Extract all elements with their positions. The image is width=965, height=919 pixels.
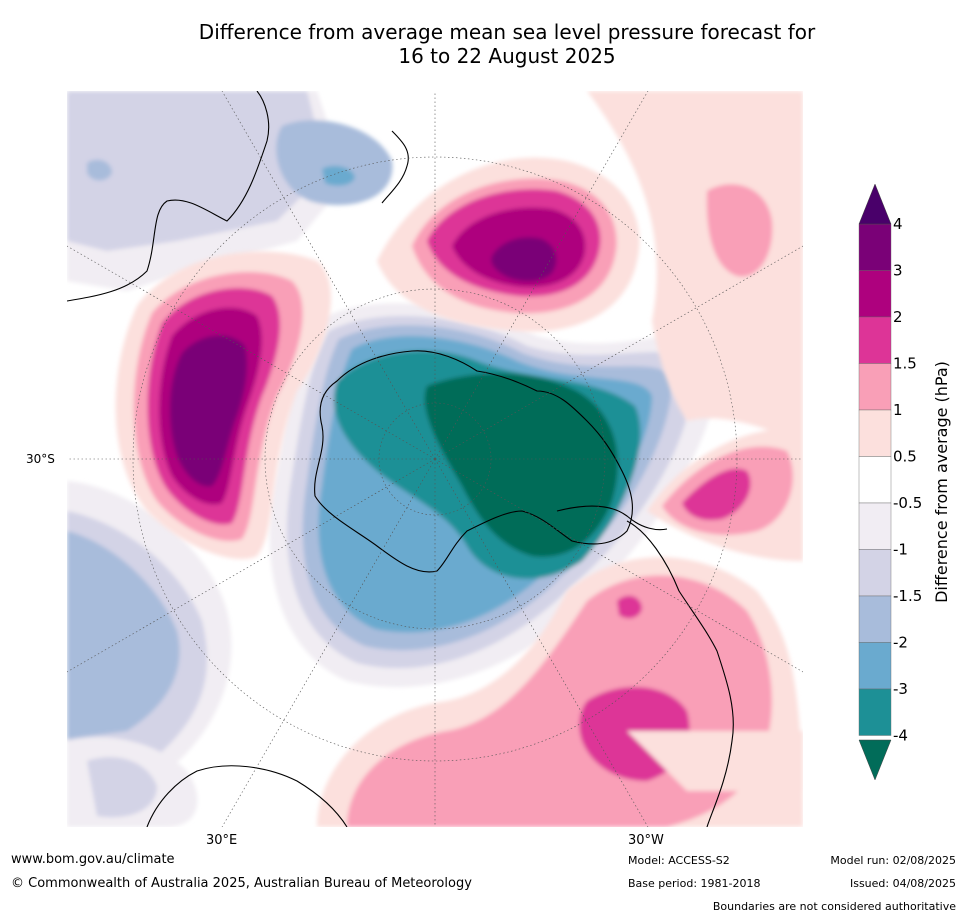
colorbar-bottom-arrow (858, 739, 892, 781)
colorbar-tick-label: -0.5 (893, 494, 922, 512)
colorbar-band (858, 223, 892, 271)
colorbar-band (858, 502, 892, 550)
longitude-label-30w: 30°W (628, 833, 664, 848)
colorbar-band (858, 549, 892, 597)
meridian-line (221, 91, 436, 460)
footer-model: Model: ACCESS-S2 (628, 854, 730, 867)
colorbar-band (858, 316, 892, 364)
antarctica-coastline (314, 350, 633, 573)
latitude-label-30s: 30°S (26, 452, 55, 466)
meridian-line (434, 245, 803, 460)
colorbar-band (858, 456, 892, 504)
meridian-line (67, 245, 436, 460)
colorbar-bands (858, 223, 892, 736)
colorbar-ticks: 4 3 2 1.5 1 0.5 -0.5 -1 -1.5 -2 -3 -4 (893, 215, 922, 745)
colorbar-band (858, 270, 892, 318)
colorbar-label: Difference from average (hPa) (932, 361, 951, 603)
colorbar-tick-label: -4 (893, 727, 908, 745)
colorbar-tick-label: -3 (893, 680, 908, 698)
new-zealand-coastline (381, 130, 409, 204)
longitude-label-30e: 30°E (206, 833, 238, 848)
colorbar-band (858, 595, 892, 643)
colorbar-tick-label: -1 (893, 541, 908, 559)
title-line-1: Difference from average mean sea level p… (198, 20, 816, 44)
meridian-line (434, 458, 649, 827)
title-line-2: 16 to 22 August 2025 (398, 44, 616, 68)
colorbar-tick-label: 2 (893, 308, 903, 326)
positive-anomaly-west (115, 251, 331, 559)
colorbar-band (858, 363, 892, 411)
positive-anomaly-north (377, 157, 640, 332)
colorbar-tick-label: 1.5 (893, 355, 917, 373)
footer-disclaimer: Boundaries are not considered authoritat… (712, 900, 956, 913)
antarctic-peninsula-coastline (556, 505, 668, 531)
meridian-line (434, 458, 803, 673)
footer-issued: Issued: 04/08/2025 (849, 877, 956, 890)
colorbar-tick-label: 1 (893, 401, 903, 419)
africa-coastline (146, 765, 348, 827)
latitude-circle-30s (132, 156, 738, 762)
meridian-line (221, 458, 436, 827)
meridian-line (67, 458, 436, 673)
footer-model-run: Model run: 02/08/2025 (830, 854, 956, 867)
colorbar-tick-label: 0.5 (893, 448, 917, 466)
australia-coastline (67, 91, 270, 302)
negative-anomaly-antarctica (269, 303, 719, 688)
pressure-anomaly-map (67, 91, 803, 827)
colorbar-band (858, 642, 892, 690)
footer-copyright: © Commonwealth of Australia 2025, Austra… (11, 876, 472, 891)
negative-anomaly-left (67, 91, 393, 827)
colorbar-tick-label: 4 (893, 215, 903, 233)
south-america-coastline (626, 520, 734, 827)
graticule (67, 91, 803, 827)
colorbar-tick-label: -2 (893, 634, 908, 652)
colorbar: 4 3 2 1.5 1 0.5 -0.5 -1 -1.5 -2 -3 -4 Difference fr… (858, 183, 951, 781)
meridian-line (434, 91, 649, 460)
coastlines (67, 91, 734, 827)
colorbar-tick-label: 3 (893, 262, 903, 280)
colorbar-band (858, 409, 892, 457)
footer-base-period: Base period: 1981-2018 (628, 877, 761, 890)
colorbar-top-arrow (858, 183, 892, 225)
colorbar-tick-label: -1.5 (893, 587, 922, 605)
colorbar-band (858, 688, 892, 736)
latitude-circle-45s (264, 288, 606, 630)
footer-website: www.bom.gov.au/climate (11, 852, 175, 867)
map-title: Difference from average mean sea level p… (0, 20, 965, 68)
positive-anomaly-east (317, 91, 803, 827)
